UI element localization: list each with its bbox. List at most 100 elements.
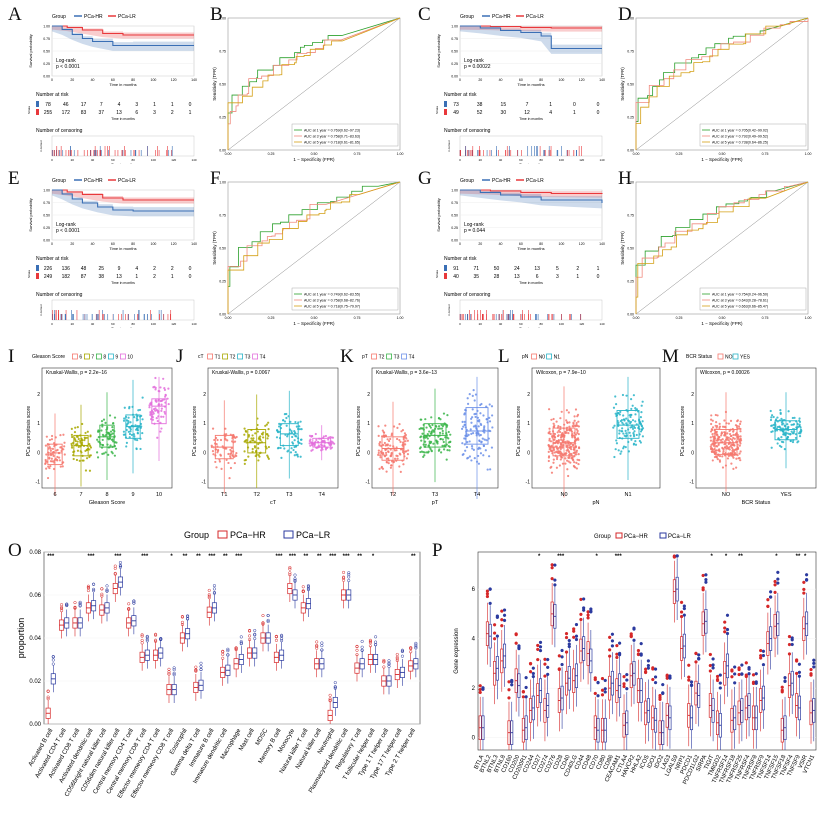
box-data-point — [132, 433, 136, 436]
box-data-point — [211, 427, 215, 430]
grouped-outlier — [582, 597, 586, 601]
grouped-outlier — [239, 640, 243, 644]
grouped-outlier — [574, 637, 579, 642]
box-data-point — [108, 434, 111, 437]
box-data-point — [728, 446, 731, 449]
box-data-point — [59, 465, 62, 468]
grouped-outlier — [768, 590, 773, 594]
grouped-outlier — [65, 603, 69, 608]
box-data-point — [472, 425, 476, 428]
box-data-point — [473, 413, 476, 416]
grouped-outlier — [546, 665, 550, 669]
box-data-point — [729, 451, 732, 455]
grouped-outlier — [754, 680, 758, 684]
box-data-point — [389, 455, 393, 458]
box-data-point — [613, 455, 616, 459]
box-data-point — [735, 466, 738, 469]
grouped-ytick: 0 — [472, 736, 476, 742]
grouped-outlier — [73, 601, 77, 605]
grouped-outlier — [248, 634, 252, 638]
km-xlabel: Time in months — [517, 246, 544, 251]
grouped-outlier — [812, 665, 816, 669]
box-data-point — [779, 409, 782, 412]
box-data-point — [615, 439, 618, 442]
box-data-point — [327, 438, 330, 441]
box-data-point — [552, 448, 556, 451]
grouped-significance: ** — [411, 554, 416, 560]
box-data-point — [125, 445, 128, 448]
grouped-outlier — [610, 632, 615, 636]
box-ytick: 1 — [527, 421, 530, 427]
box-data-point — [793, 430, 796, 433]
grouped-outlier — [60, 609, 64, 613]
box-data-point — [572, 422, 575, 426]
grouped-outlier — [180, 623, 184, 627]
grouped-outlier — [733, 681, 737, 685]
roc-diagonal — [227, 17, 401, 151]
box-data-point — [154, 407, 157, 410]
box-data-point — [561, 453, 564, 456]
box-xtick: YES — [780, 492, 791, 498]
km-censor-ylabel: n.censor — [39, 304, 43, 316]
grouped-outlier — [715, 674, 720, 679]
grouped-outlier — [248, 638, 252, 642]
grouped-outlier — [809, 672, 813, 676]
box-data-point — [405, 457, 408, 460]
box-iqr — [151, 398, 167, 425]
roc-ytick: 0.50 — [627, 247, 634, 251]
grouped-outlier — [812, 658, 816, 662]
box-data-point — [549, 440, 553, 443]
km-censor-xtick: 20 — [71, 322, 75, 326]
box-data-point — [615, 442, 619, 445]
grouped-xtick: VSIR — [798, 754, 810, 770]
box-data-point — [573, 419, 576, 422]
box-data-point — [709, 436, 712, 439]
grouped-outlier — [347, 573, 351, 577]
km-survival-curve — [52, 25, 194, 47]
box-data-point — [290, 447, 293, 450]
box-data-point — [572, 448, 576, 451]
km-risk-value-hr: 91 — [453, 266, 459, 272]
km-survival-curve — [460, 25, 602, 29]
box-data-point — [283, 447, 286, 450]
box-iqr — [552, 427, 576, 457]
box-data-point — [430, 450, 433, 453]
roc-ytick: 0.50 — [627, 83, 634, 87]
grouped-outlier — [593, 691, 597, 696]
box-data-point — [257, 442, 260, 446]
box-data-point — [127, 430, 130, 433]
grouped-outlier — [521, 695, 526, 699]
km-xtick: 120 — [579, 242, 585, 246]
box-data-point — [621, 393, 625, 397]
grouped-outlier — [687, 663, 691, 667]
box-data-point — [85, 436, 88, 439]
grouped-outlier — [733, 672, 737, 676]
grouped-outlier — [718, 673, 722, 677]
km-risk-value-hr: 1 — [171, 102, 174, 108]
box-iqr — [247, 429, 267, 454]
box-data-point — [729, 419, 733, 422]
box-data-point — [253, 445, 257, 448]
box-data-point — [470, 432, 473, 435]
box-data-point — [631, 404, 634, 407]
box-data-point — [390, 432, 394, 435]
km-xtick: 20 — [478, 78, 482, 82]
box-data-point — [88, 448, 91, 451]
box-data-point — [711, 433, 714, 436]
box-data-point — [630, 398, 633, 401]
grouped-outlier — [718, 686, 722, 690]
box-data-point — [70, 442, 73, 445]
grouped-outlier — [199, 661, 203, 665]
grouped-ytick: 0.00 — [29, 722, 41, 728]
box-data-point — [574, 408, 578, 411]
box-data-point — [267, 421, 270, 424]
box-data-point — [155, 417, 158, 420]
box-data-point — [575, 449, 579, 452]
grouped-outlier — [86, 584, 90, 588]
box-data-point — [717, 449, 721, 452]
box-data-point — [324, 447, 328, 450]
box-data-point — [128, 436, 131, 439]
box-data-point — [438, 448, 441, 451]
box-data-point — [491, 414, 494, 417]
km-risk-value-hr: 136 — [62, 266, 71, 272]
